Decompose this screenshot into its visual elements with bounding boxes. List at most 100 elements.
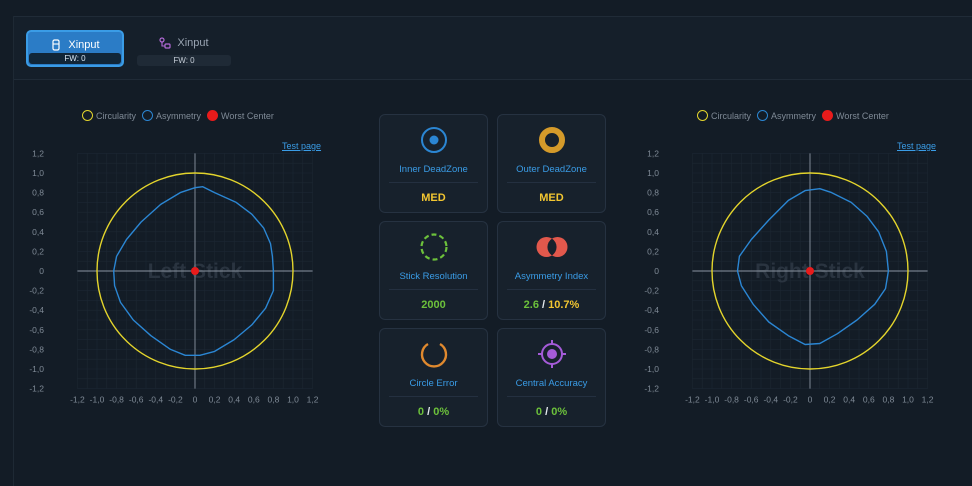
y-tick-label: -1,0 [29, 364, 44, 374]
inner-deadzone-card: Inner DeadZone MED [379, 114, 488, 213]
y-tick-label: 0,4 [647, 227, 659, 237]
tab-xinput-2[interactable]: Xinput FW: 0 [135, 30, 233, 67]
x-tick-label: 0,4 [228, 395, 240, 405]
dashed-circle-icon [419, 233, 448, 261]
legend-worst-center[interactable]: Worst Center [822, 110, 889, 121]
filled-circle-icon [822, 110, 834, 121]
y-tick-label: -1,2 [644, 384, 659, 394]
open-ring-icon [420, 342, 447, 368]
x-tick-label: -1,0 [90, 395, 105, 405]
chart-legend: Circularity Asymmetry Worst Center [82, 110, 274, 121]
x-tick-label: -0,6 [744, 395, 759, 405]
y-tick-label: -0,4 [644, 305, 659, 315]
metric-value: 2.6 / 10.7% [523, 299, 580, 311]
x-tick-label: 0,2 [209, 395, 221, 405]
y-tick-label: 0,8 [32, 188, 44, 198]
worst-center-point [191, 267, 199, 275]
y-tick-label: 1,0 [647, 168, 659, 178]
x-tick-label: -1,2 [70, 395, 85, 405]
legend-worst-center[interactable]: Worst Center [207, 110, 274, 121]
x-tick-label: 0,8 [267, 395, 279, 405]
metric-value: MED [421, 192, 446, 204]
left-stick-plot: Left Stick-1,2 -1,0 -0,8 -0,6 -0,4 -0,2 0 0,2 0,… [29, 148, 319, 405]
asymmetry-index-card: Asymmetry Index 2.6 / 10.7% [497, 221, 606, 320]
y-tick-label: 1,2 [32, 148, 44, 158]
y-tick-label: 1,0 [32, 168, 44, 178]
right-stick-chart: Circularity Asymmetry Worst Center Test … [643, 106, 963, 436]
x-tick-label: 0,6 [248, 395, 260, 405]
x-tick-label: 0 [193, 395, 198, 405]
x-tick-label: -0,2 [168, 395, 183, 405]
y-tick-label: 0 [654, 266, 659, 276]
central-accuracy-card: Central Accuracy 0 / 0% [497, 328, 606, 427]
controller-link-icon [159, 37, 171, 49]
y-tick-label: -0,6 [29, 325, 44, 335]
circle-outline-icon [757, 110, 769, 121]
top-divider [14, 16, 972, 17]
outer-deadzone-card: Outer DeadZone MED [497, 114, 606, 213]
y-tick-label: 0,8 [647, 188, 659, 198]
y-tick-label: 0,2 [647, 246, 659, 256]
metric-label: Outer DeadZone [516, 164, 587, 175]
x-tick-label: 0,6 [863, 395, 875, 405]
x-tick-label: -1,0 [705, 395, 720, 405]
circle-outline-icon [697, 110, 708, 121]
metric-label: Stick Resolution [399, 271, 468, 282]
legend-circularity[interactable]: Circularity [82, 110, 136, 121]
asymmetry-outline [112, 185, 275, 357]
test-page-link[interactable]: Test page [282, 141, 322, 151]
left-divider [13, 16, 14, 486]
gamepad-icon [52, 39, 60, 51]
x-tick-label: -0,4 [763, 395, 778, 405]
legend-circularity[interactable]: Circularity [697, 110, 751, 121]
firmware-badge: FW: 0 [29, 53, 121, 64]
legend-asymmetry[interactable]: Asymmetry [757, 110, 816, 121]
overlapping-circles-icon [536, 237, 567, 257]
test-page-link[interactable]: Test page [897, 141, 937, 151]
worst-center-point [806, 267, 814, 275]
legend-asymmetry[interactable]: Asymmetry [142, 110, 201, 121]
x-tick-label: 1,2 [307, 395, 319, 405]
metric-value: 2000 [421, 299, 446, 311]
x-tick-label: -1,2 [685, 395, 700, 405]
y-tick-label: -1,0 [644, 364, 659, 374]
circle-outline-icon [142, 110, 154, 121]
tab-label: Xinput [177, 37, 209, 49]
x-tick-label: 0,2 [824, 395, 836, 405]
x-tick-label: -0,4 [148, 395, 163, 405]
inner-deadzone-icon [420, 127, 447, 153]
x-tick-label: 0 [808, 395, 813, 405]
y-tick-label: -1,2 [29, 384, 44, 394]
x-tick-label: 0,8 [882, 395, 894, 405]
x-tick-label: -0,8 [724, 395, 739, 405]
metric-label: Central Accuracy [515, 378, 588, 389]
metric-label: Circle Error [409, 378, 458, 389]
metric-value: 0 / 0% [417, 406, 450, 418]
y-tick-label: 0,6 [32, 207, 44, 217]
x-tick-label: 1,0 [287, 395, 299, 405]
chart-legend: Circularity Asymmetry Worst Center [697, 110, 889, 121]
x-tick-label: -0,2 [783, 395, 798, 405]
x-tick-label: 1,0 [902, 395, 914, 405]
circle-outline-icon [82, 110, 93, 121]
y-tick-label: 0,6 [647, 207, 659, 217]
metric-value: MED [539, 192, 564, 204]
asymmetry-outline [736, 187, 890, 346]
circle-error-card: Circle Error 0 / 0% [379, 328, 488, 427]
circularity-circle [96, 172, 294, 370]
y-tick-label: 0,2 [32, 246, 44, 256]
x-tick-label: 0,4 [843, 395, 855, 405]
y-tick-label: -0,2 [29, 286, 44, 296]
metrics-panel: Inner DeadZone MED Outer DeadZone MED St… [379, 114, 607, 428]
y-tick-label: -0,2 [644, 286, 659, 296]
y-tick-label: 0 [39, 266, 44, 276]
right-stick-plot: Right Stick-1,2 -1,0 -0,8 -0,6 -0,4 -0,2 0 0,2 0… [644, 148, 933, 405]
stick-resolution-card: Stick Resolution 2000 [379, 221, 488, 320]
y-tick-label: -0,8 [29, 344, 44, 354]
filled-circle-icon [207, 110, 219, 121]
metric-label: Asymmetry Index [514, 271, 589, 282]
y-tick-label: 0,4 [32, 227, 44, 237]
tab-xinput-1[interactable]: Xinput FW: 0 [26, 30, 124, 67]
left-stick-chart: Circularity Asymmetry Worst Center Test … [28, 106, 348, 436]
metric-label: Inner DeadZone [399, 164, 468, 175]
